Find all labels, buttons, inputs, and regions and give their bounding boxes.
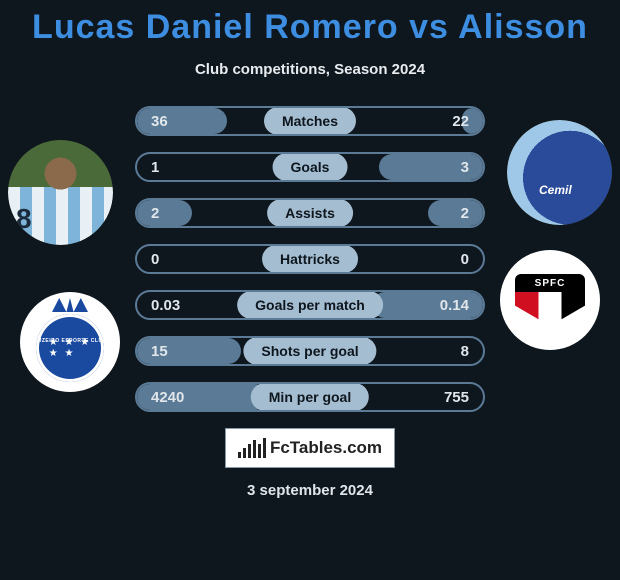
page-subtitle: Club competitions, Season 2024 (0, 61, 620, 78)
page-title: Lucas Daniel Romero vs Alisson (0, 0, 620, 47)
stat-label: Assists (267, 199, 353, 227)
stat-row: 22Assists (135, 198, 485, 228)
stat-label: Goals per match (237, 291, 383, 319)
club-right-logo: SPFC (500, 250, 600, 350)
stat-row: 13Goals (135, 152, 485, 182)
club-right-initials: SPFC (515, 274, 585, 292)
brand-bar (243, 448, 246, 458)
stat-label: Goals (273, 153, 348, 181)
crest-shield-body (515, 292, 585, 326)
player-right-avatar: Cemil (507, 120, 612, 225)
stat-row: 0.030.14Goals per match (135, 290, 485, 320)
player-right-shirt-sponsor: Cemil (539, 183, 572, 197)
brand-bar (253, 440, 256, 458)
brand-bars-icon (238, 438, 266, 458)
crown-icon (52, 298, 88, 312)
stat-label: Hattricks (262, 245, 358, 273)
crest-cruzeiro: CRUZEIRO ESPORTE CLUBE ★ ★ ★★ ★ (20, 292, 120, 392)
brand-bar (248, 444, 251, 458)
stat-row: 00Hattricks (135, 244, 485, 274)
brand-bar (238, 452, 241, 458)
brand-name: FcTables.com (270, 438, 382, 458)
stat-label: Matches (264, 107, 356, 135)
club-left-logo: CRUZEIRO ESPORTE CLUBE ★ ★ ★★ ★ (20, 292, 120, 392)
stat-row: 158Shots per goal (135, 336, 485, 366)
stat-label: Shots per goal (243, 337, 376, 365)
player-left-avatar: 8 (8, 140, 113, 245)
stat-row: 4240755Min per goal (135, 382, 485, 412)
crest-shield: SPFC (515, 274, 585, 326)
brand-bar (258, 444, 261, 458)
crest-disc: CRUZEIRO ESPORTE CLUBE ★ ★ ★★ ★ (36, 314, 104, 382)
stat-label: Min per goal (251, 383, 369, 411)
stats-block: 3622Matches 13Goals 22Assists 00Hattricks 0.… (135, 106, 485, 412)
crest-spfc: SPFC (500, 250, 600, 350)
brand-logo: FcTables.com (225, 428, 395, 468)
stars-icon: ★ ★ ★★ ★ (36, 314, 104, 382)
brand-bar (263, 438, 266, 458)
player-right-avatar-art (507, 120, 612, 225)
comparison-card: Lucas Daniel Romero vs Alisson Club comp… (0, 0, 620, 580)
stat-row: 3622Matches (135, 106, 485, 136)
player-left-shirt-number: 8 (16, 203, 32, 235)
footer-date: 3 september 2024 (0, 482, 620, 499)
